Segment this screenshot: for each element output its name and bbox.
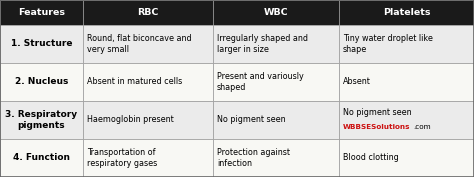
Bar bbox=[213, 0, 339, 25]
Bar bbox=[83, 101, 213, 139]
Text: Present and variously
shaped: Present and variously shaped bbox=[217, 72, 304, 92]
Text: 3. Respiratory
pigments: 3. Respiratory pigments bbox=[5, 110, 78, 130]
Bar bbox=[339, 139, 474, 177]
Bar bbox=[83, 63, 213, 101]
Bar bbox=[339, 25, 474, 63]
Text: 1. Structure: 1. Structure bbox=[11, 39, 72, 48]
Text: 4. Function: 4. Function bbox=[13, 153, 70, 162]
Bar bbox=[0, 101, 83, 139]
Text: Features: Features bbox=[18, 8, 65, 17]
Text: No pigment seen: No pigment seen bbox=[343, 108, 411, 117]
Bar bbox=[339, 101, 474, 139]
Text: Transportation of
respiratory gases: Transportation of respiratory gases bbox=[87, 148, 157, 168]
Text: Protection against
infection: Protection against infection bbox=[217, 148, 290, 168]
Bar bbox=[339, 63, 474, 101]
Bar bbox=[0, 0, 83, 25]
Bar bbox=[213, 139, 339, 177]
Text: Irregularly shaped and
larger in size: Irregularly shaped and larger in size bbox=[217, 34, 308, 53]
Text: Haemoglobin present: Haemoglobin present bbox=[87, 115, 173, 124]
Text: RBC: RBC bbox=[137, 8, 159, 17]
Bar bbox=[83, 0, 213, 25]
Bar bbox=[83, 139, 213, 177]
Text: Absent: Absent bbox=[343, 77, 371, 86]
Text: Round, flat biconcave and
very small: Round, flat biconcave and very small bbox=[87, 34, 191, 53]
Text: WBBSESolutions: WBBSESolutions bbox=[343, 124, 410, 130]
Text: .com: .com bbox=[413, 124, 430, 130]
Text: Blood clotting: Blood clotting bbox=[343, 153, 399, 162]
Text: WBC: WBC bbox=[264, 8, 288, 17]
Text: 2. Nucleus: 2. Nucleus bbox=[15, 77, 68, 86]
Text: Absent in matured cells: Absent in matured cells bbox=[87, 77, 182, 86]
Text: No pigment seen: No pigment seen bbox=[217, 115, 286, 124]
Text: Platelets: Platelets bbox=[383, 8, 430, 17]
Bar bbox=[213, 101, 339, 139]
Text: Tiny water droplet like
shape: Tiny water droplet like shape bbox=[343, 34, 433, 53]
Bar bbox=[0, 139, 83, 177]
Bar bbox=[213, 63, 339, 101]
Bar bbox=[339, 0, 474, 25]
Bar bbox=[83, 25, 213, 63]
Bar bbox=[0, 63, 83, 101]
Bar bbox=[213, 25, 339, 63]
Bar bbox=[0, 25, 83, 63]
